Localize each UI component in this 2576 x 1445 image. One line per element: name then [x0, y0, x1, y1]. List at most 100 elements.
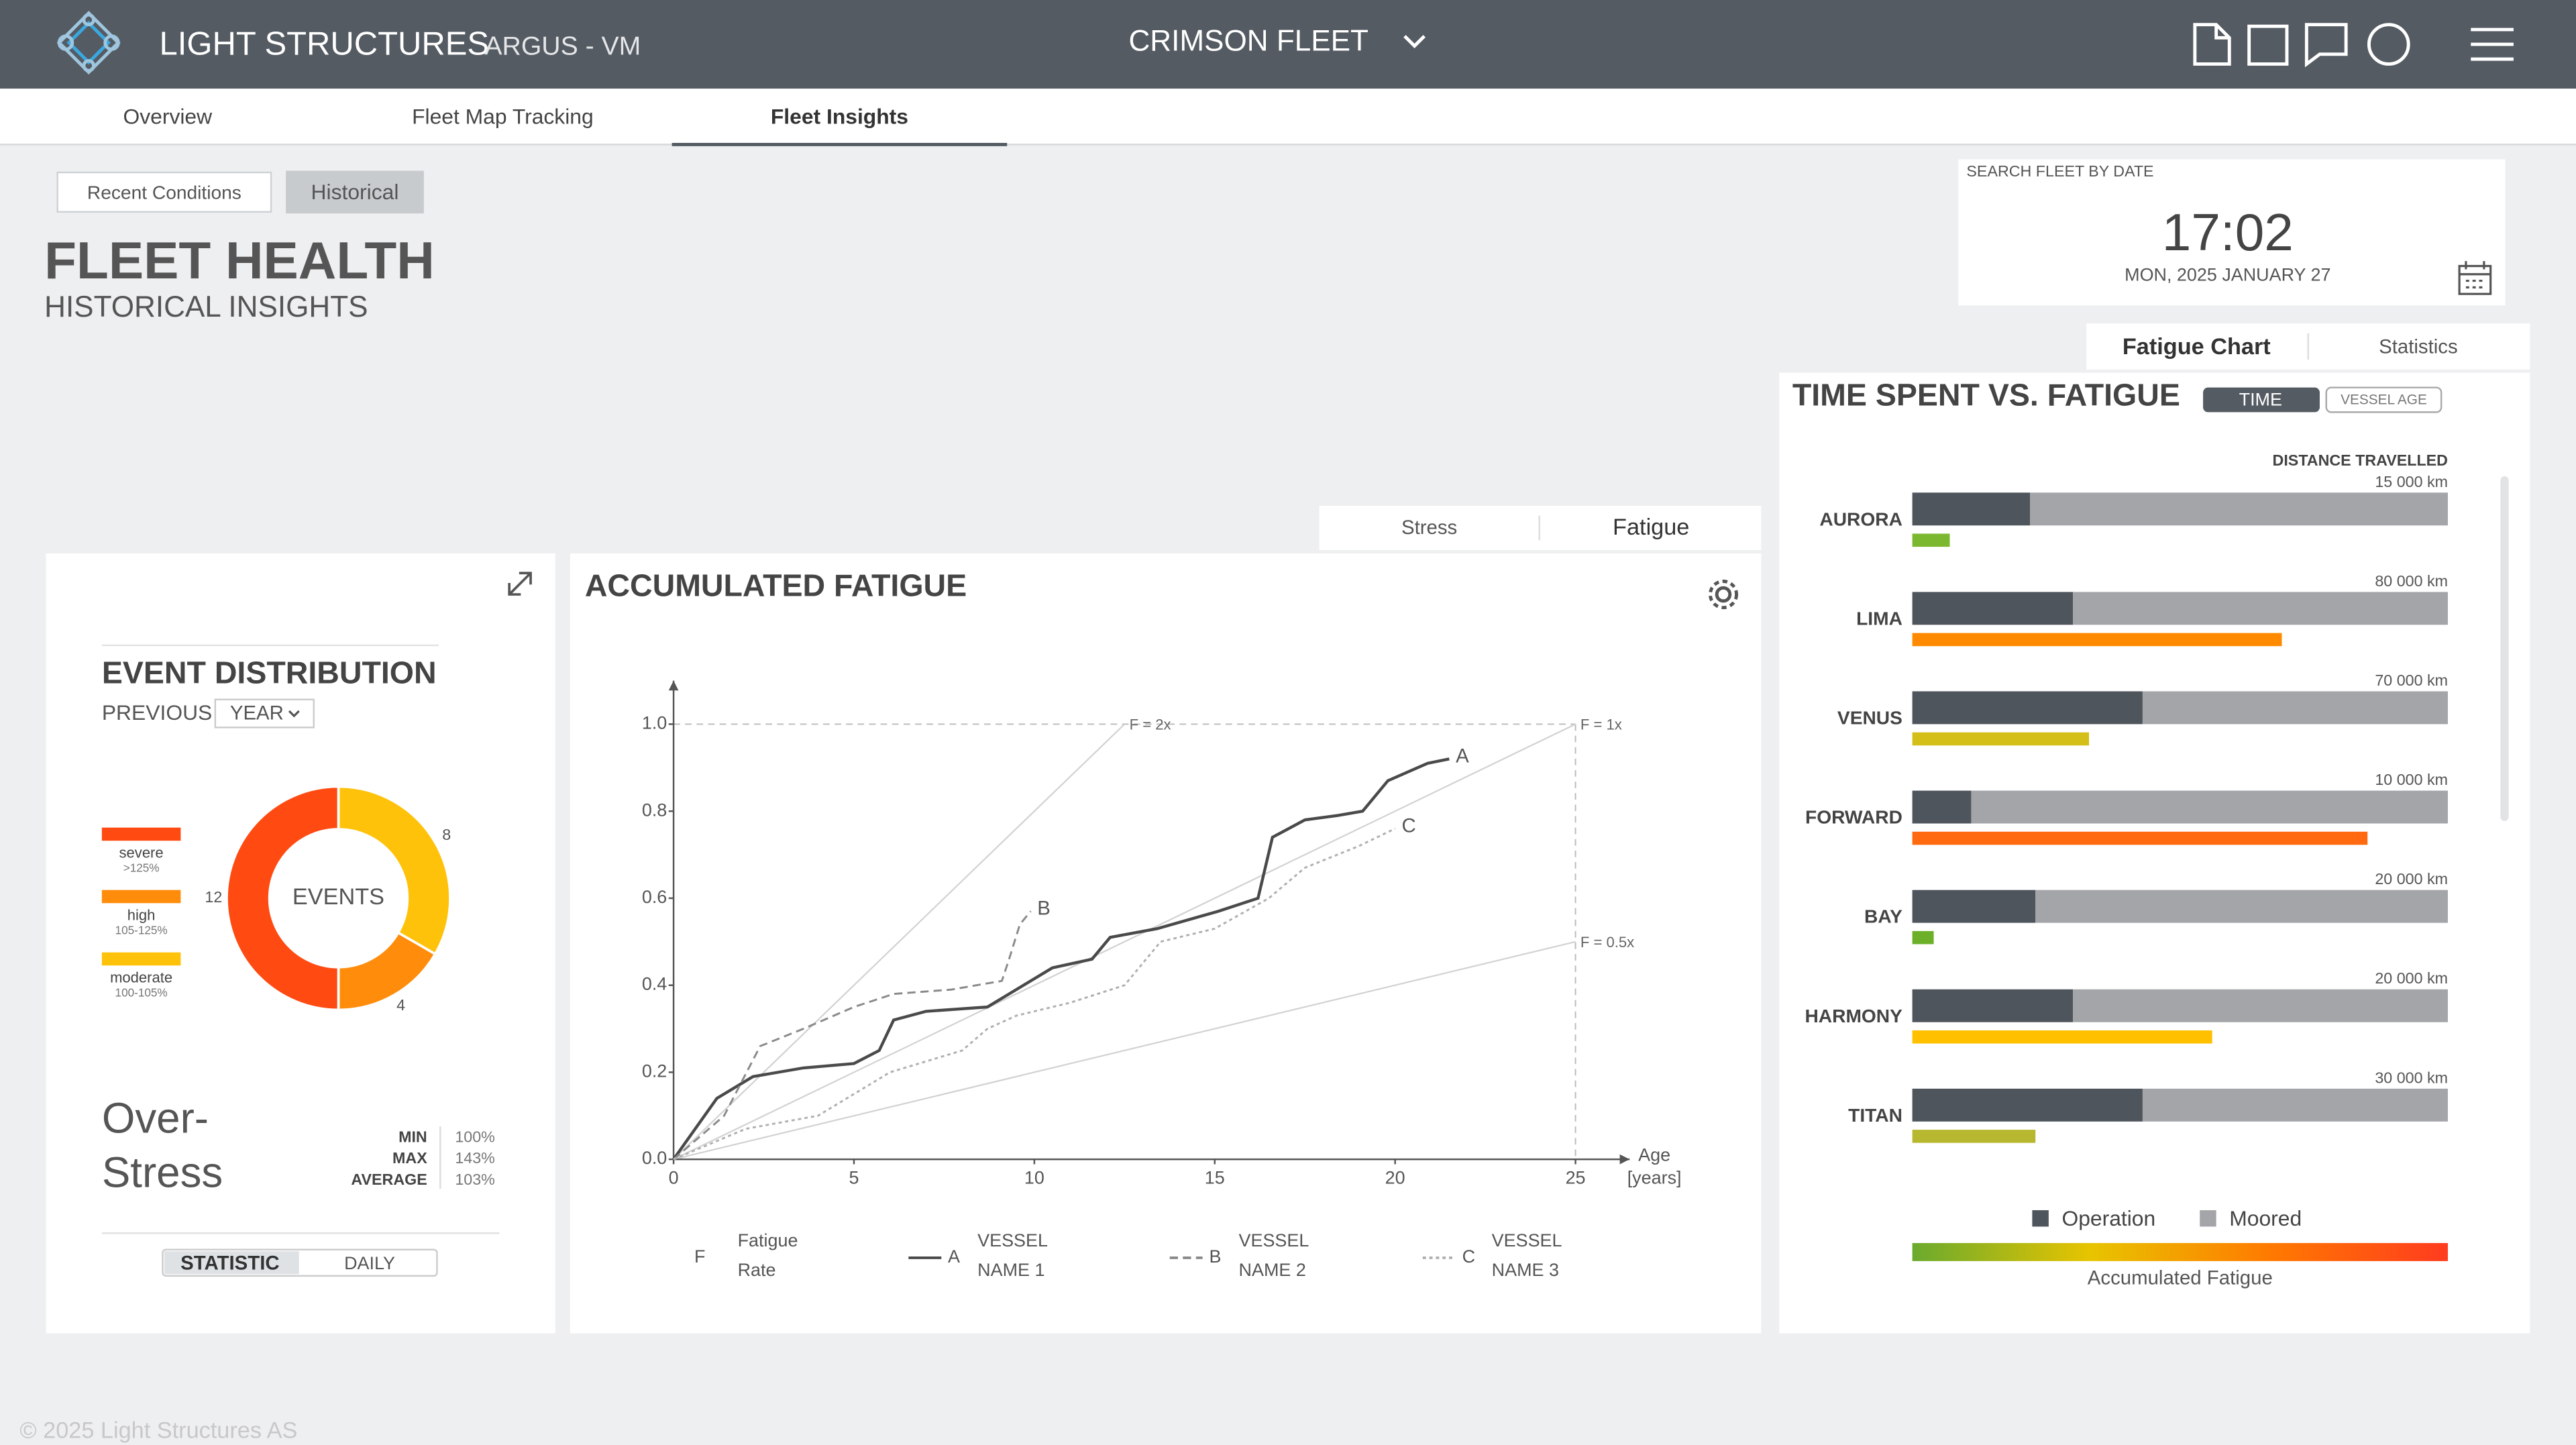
legend-label: Fatigue Rate [737, 1231, 798, 1281]
x-tick-label: 20 [1385, 1168, 1405, 1188]
legend-label: VESSEL NAME 2 [1238, 1231, 1309, 1281]
legend-label-box: VESSEL NAME 2 [1238, 1231, 1309, 1281]
distance-label: 70 000 km [2375, 672, 2448, 689]
y-tick-label: 1.0 [642, 713, 667, 733]
tab[interactable]: Fatigue [1613, 515, 1689, 540]
tab[interactable]: Statistics [2379, 336, 2458, 358]
y-axis-arrow [668, 680, 679, 691]
fatigue-bar [1912, 633, 2282, 647]
legend-label: VESSEL NAME 1 [977, 1231, 1047, 1281]
search-time: 17:02 [2162, 203, 2294, 262]
event-panel [46, 553, 555, 1334]
legend-label-box: Fatigue Rate [737, 1231, 798, 1281]
time-bar [1912, 592, 2074, 625]
distance-label: 30 000 km [2375, 1069, 2448, 1086]
toggle-option[interactable]: TIME [2239, 389, 2282, 409]
stat-label: MAX [392, 1149, 427, 1167]
fleet-dropdown-icon[interactable] [1403, 35, 1426, 48]
time-bar [1912, 890, 2036, 923]
stat-toggle-active [164, 1251, 299, 1275]
reference-label: F = 0.5x [1580, 934, 1634, 951]
fatigue-line [672, 757, 1450, 1161]
toggle-option[interactable]: VESSEL AGE [2341, 392, 2427, 408]
fatigue-bar [1912, 533, 1950, 547]
legend-swatch [101, 890, 181, 904]
expand-icon[interactable] [508, 572, 532, 596]
legend-symbol: F [694, 1246, 705, 1267]
message-icon[interactable] [2304, 23, 2348, 68]
distance-label: 20 000 km [2375, 870, 2448, 888]
chart-title: ACCUMULATED FATIGUE [585, 568, 967, 603]
legend-swatch [101, 827, 181, 841]
time-bar [1912, 691, 2143, 725]
report-icon[interactable] [2193, 23, 2231, 66]
vessel-label: LIMA [1856, 608, 1902, 629]
fleet-selector[interactable]: CRIMSON FLEET [1128, 24, 1368, 57]
stat-value: 103% [455, 1171, 494, 1188]
mode-tab[interactable]: Historical [311, 180, 399, 204]
time-bar [2142, 691, 2448, 725]
x-axis-unit: [years] [1627, 1168, 1682, 1188]
time-bar [1971, 790, 2448, 824]
legend-note: 105-125% [115, 923, 168, 936]
recent-button[interactable] [56, 171, 272, 213]
reference-label: F = 1x [1580, 716, 1622, 733]
time-bar [2073, 592, 2448, 625]
legend-label-box: VESSEL NAME 1 [977, 1231, 1047, 1281]
age-toggle[interactable] [2325, 386, 2443, 413]
time-toggle[interactable] [2203, 387, 2320, 413]
distance-label: 15 000 km [2375, 473, 2448, 490]
fatigue-line [673, 827, 1396, 1161]
time-bar [2030, 492, 2448, 526]
legend-tag: A [948, 1246, 960, 1267]
donut-slice [337, 785, 451, 956]
search-date: MON, 2025 JANUARY 27 [2125, 264, 2330, 284]
nav-tab[interactable]: Overview [123, 105, 213, 129]
time-bar [2073, 989, 2448, 1022]
column-title: DISTANCE TRAVELLED [2273, 451, 2448, 469]
toggle-option[interactable]: STATISTIC [180, 1252, 279, 1275]
legend-swatch [2032, 1210, 2049, 1227]
vessel-label: BAY [1864, 906, 1902, 927]
center-tabs [1319, 505, 1762, 550]
distance-label: 10 000 km [2375, 771, 2448, 788]
menu-icon[interactable] [2471, 28, 2514, 61]
page-title: FLEET HEALTH [44, 231, 435, 290]
stat-value: 143% [455, 1149, 494, 1167]
globe-icon[interactable] [2367, 23, 2410, 66]
y-tick-label: 0.2 [642, 1061, 667, 1081]
tab[interactable]: Fatigue Chart [2123, 334, 2271, 360]
settings-icon[interactable] [1708, 580, 1739, 610]
mode-tab[interactable]: Recent Conditions [87, 182, 241, 203]
x-tick-label: 0 [669, 1168, 679, 1188]
legend-label: severe [119, 845, 164, 861]
series-end-label: B [1037, 898, 1051, 920]
toggle-option[interactable]: DAILY [344, 1253, 395, 1273]
x-axis-arrow [1619, 1154, 1630, 1165]
stat-label: MIN [398, 1128, 427, 1145]
reference-line [673, 723, 1576, 1161]
chart-title: TIME SPENT VS. FATIGUE [1792, 378, 2180, 413]
date-picker-icon[interactable] [2458, 261, 2492, 295]
vessel-label: VENUS [1837, 708, 1902, 729]
time-bar [2142, 1088, 2448, 1122]
vessel-label: TITAN [1848, 1105, 1902, 1126]
x-tick-label: 10 [1024, 1168, 1044, 1188]
period-value[interactable]: YEAR [230, 702, 284, 725]
vessel-label: HARMONY [1805, 1006, 1902, 1026]
historical-button[interactable] [286, 170, 424, 214]
page-subtitle: HISTORICAL INSIGHTS [44, 290, 368, 323]
time-bar [1912, 989, 2074, 1022]
nav-tab[interactable]: Fleet Map Tracking [412, 105, 594, 129]
fatigue-panel [570, 553, 1762, 1334]
time-fatigue-panel [1779, 372, 2530, 1334]
nav-tab[interactable]: Fleet Insights [771, 105, 908, 129]
calendar-icon[interactable] [2247, 24, 2289, 66]
scrollbar[interactable] [2500, 476, 2509, 821]
fatigue-scale [1912, 1242, 2448, 1261]
brand: LIGHT STRUCTURES [160, 25, 490, 62]
period-dropdown[interactable] [214, 698, 315, 729]
tab[interactable]: Stress [1401, 517, 1457, 539]
legend-label: moderate [110, 969, 172, 986]
fatigue-bar [1912, 1030, 2212, 1044]
